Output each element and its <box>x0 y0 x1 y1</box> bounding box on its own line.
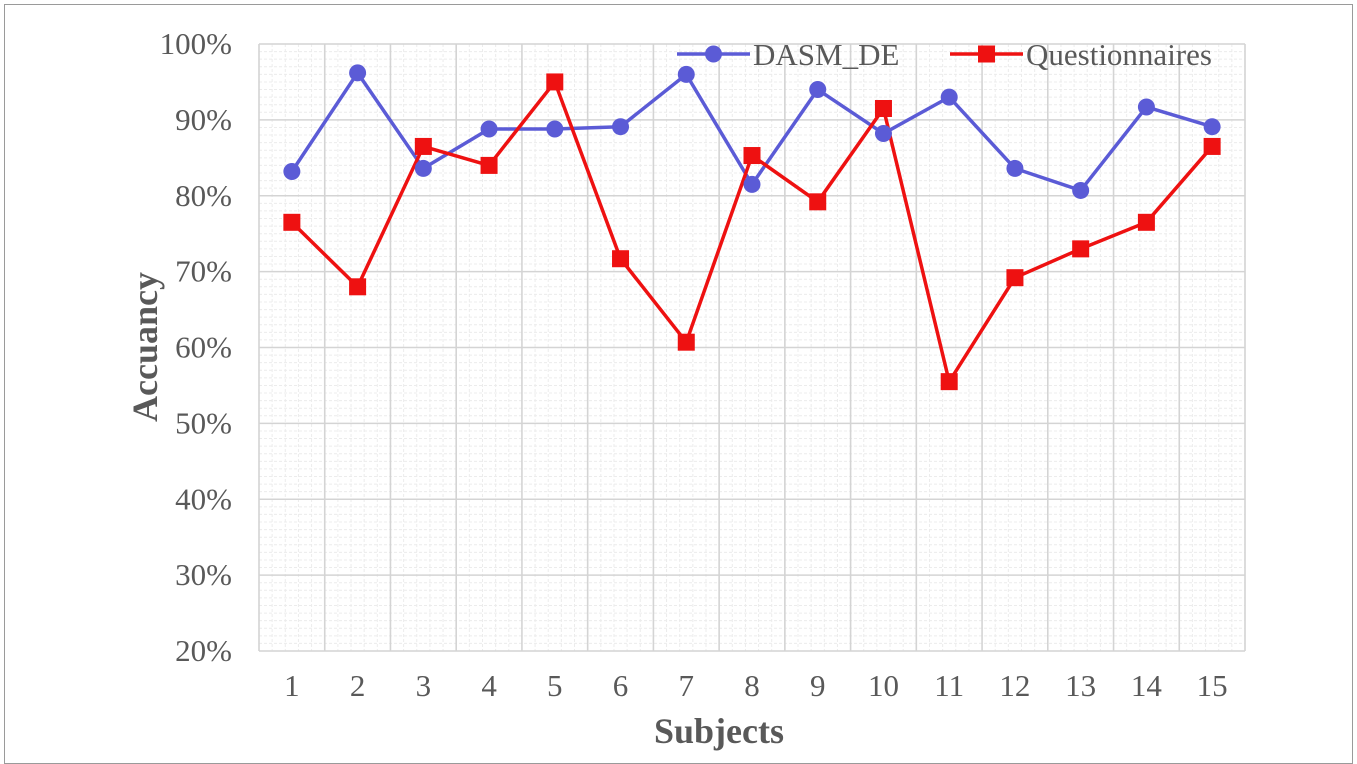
x-tick-label: 2 <box>350 668 366 703</box>
x-tick-label: 13 <box>1065 668 1096 703</box>
x-tick-label: 15 <box>1197 668 1228 703</box>
point-dasm_de <box>283 162 301 180</box>
series-layer <box>283 64 1221 391</box>
y-axis-title: Accuancy <box>125 272 165 422</box>
y-tick-label: 40% <box>175 481 232 516</box>
x-tick-label: 5 <box>547 668 563 703</box>
point-questionnaires <box>283 213 301 231</box>
x-tick-label: 8 <box>744 668 760 703</box>
legend-marker-questionnaires <box>978 45 995 63</box>
x-tick-label: 10 <box>868 668 899 703</box>
point-dasm_de <box>546 120 564 138</box>
y-tick-label: 20% <box>175 633 232 668</box>
point-questionnaires <box>809 193 827 211</box>
y-tick-label: 50% <box>175 405 232 440</box>
point-dasm_de <box>874 125 892 143</box>
y-tick-label: 90% <box>175 102 232 137</box>
point-dasm_de <box>1203 118 1221 136</box>
x-axis-title: Subjects <box>654 711 784 751</box>
point-dasm_de <box>1137 98 1155 116</box>
y-axis-ticks: 20% 30% 40% 50% 60% 70% 80% 90% 100% <box>160 26 232 668</box>
x-tick-label: 3 <box>416 668 432 703</box>
point-dasm_de <box>612 118 630 136</box>
y-tick-label: 70% <box>175 254 232 289</box>
point-questionnaires <box>874 99 892 117</box>
legend-label-dasm_de: DASM_DE <box>753 37 899 72</box>
y-tick-label: 100% <box>160 26 232 61</box>
legend: DASM_DE Questionnaires <box>677 37 1212 72</box>
point-questionnaires <box>1137 213 1155 231</box>
point-questionnaires <box>414 137 432 155</box>
point-dasm_de <box>677 65 695 83</box>
point-dasm_de <box>480 120 498 138</box>
point-questionnaires <box>743 147 761 165</box>
legend-label-questionnaires: Questionnaires <box>1026 37 1212 72</box>
point-questionnaires <box>546 73 564 91</box>
point-questionnaires <box>480 156 498 174</box>
point-dasm_de <box>743 175 761 193</box>
point-questionnaires <box>940 373 958 391</box>
point-dasm_de <box>809 81 827 99</box>
x-tick-label: 7 <box>679 668 695 703</box>
point-questionnaires <box>1203 137 1221 155</box>
x-tick-label: 9 <box>810 668 826 703</box>
legend-marker-dasm_de <box>705 45 722 63</box>
point-questionnaires <box>612 250 630 268</box>
point-dasm_de <box>940 88 958 106</box>
point-questionnaires <box>677 333 695 351</box>
x-tick-label: 6 <box>613 668 629 703</box>
x-tick-label: 12 <box>999 668 1030 703</box>
y-tick-label: 80% <box>175 178 232 213</box>
point-questionnaires <box>1006 269 1024 287</box>
point-questionnaires <box>1072 240 1090 258</box>
point-dasm_de <box>414 159 432 177</box>
x-tick-label: 14 <box>1131 668 1163 703</box>
x-tick-label: 11 <box>934 668 964 703</box>
y-tick-label: 30% <box>175 557 232 592</box>
x-tick-label: 1 <box>284 668 300 703</box>
point-dasm_de <box>1072 181 1090 199</box>
point-dasm_de <box>349 64 367 82</box>
x-axis-ticks: 1 2 3 4 5 6 7 8 9 10 11 12 13 14 15 <box>284 668 1228 703</box>
major-grid <box>258 43 1246 652</box>
y-tick-label: 60% <box>175 330 232 365</box>
point-questionnaires <box>349 278 367 296</box>
x-tick-label: 4 <box>481 668 497 703</box>
point-dasm_de <box>1006 159 1024 177</box>
